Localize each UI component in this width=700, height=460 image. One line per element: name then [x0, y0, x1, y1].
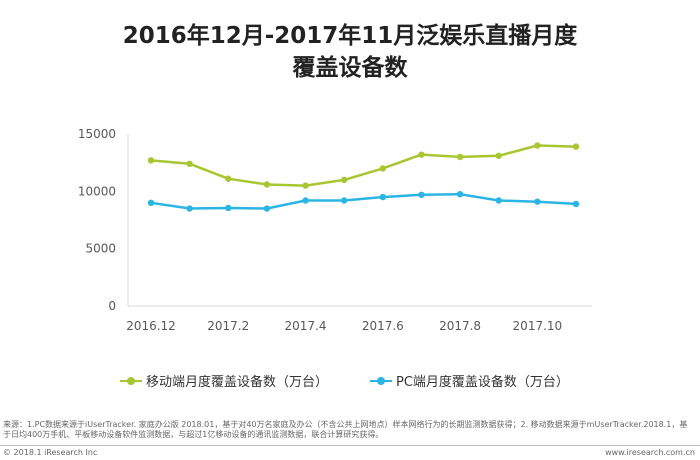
series-layer [147, 142, 580, 212]
data-point [456, 153, 464, 161]
data-point [147, 157, 155, 164]
chart-title-line-1: 2016年12月-2017年11月泛娱乐直播月度 [122, 23, 578, 49]
y-axis-tick-labels: 0 5000 10000 15000 [78, 127, 116, 313]
copyright-text: © 2018.1 iResearch Inc [3, 448, 98, 457]
legend-label-mobile: 移动端月度覆盖设备数（万台） [146, 375, 329, 390]
source-note: 来源：1.PC数据来源于iUserTracker. 家庭办公版 2018.01，… [3, 420, 688, 439]
data-point [225, 204, 232, 212]
data-point [263, 181, 271, 188]
chart-axes [127, 134, 592, 307]
data-point [456, 191, 464, 198]
data-point [302, 197, 309, 204]
legend-label-pc: PC端月度覆盖设备数（万台） [396, 375, 569, 390]
series-line [150, 144, 577, 187]
data-point [495, 197, 502, 204]
y-tick-label: 15000 [78, 127, 116, 141]
footer-divider [0, 445, 700, 446]
data-point [340, 197, 348, 204]
chart-title-line-2: 覆盖设备数 [292, 55, 408, 81]
data-point [534, 198, 541, 205]
data-point [186, 160, 193, 168]
chart-title: 2016年12月-2017年11月泛娱乐直播月度 覆盖设备数 [0, 20, 700, 84]
data-point [418, 151, 425, 158]
series-line [150, 192, 577, 210]
data-point [495, 152, 502, 159]
data-point [263, 205, 271, 212]
data-point [379, 165, 387, 172]
y-tick-label: 10000 [78, 184, 116, 198]
data-point [147, 199, 155, 206]
data-point [418, 191, 425, 198]
x-tick-label: 2017.2 [207, 319, 249, 333]
series-pc [147, 191, 580, 212]
line-chart: 0 5000 10000 15000 2016.12 2017.2 2017.4 2017.… [78, 127, 592, 333]
legend-item-mobile[interactable]: 移动端月度覆盖设备数（万台） [120, 371, 328, 390]
x-tick-label: 2017.10 [513, 319, 563, 333]
data-point [302, 182, 309, 189]
series-mobile [147, 142, 580, 189]
data-point [340, 176, 348, 184]
chart-legend: 移动端月度覆盖设备数（万台） PC端月度覆盖设备数（万台） [0, 371, 700, 390]
data-point [379, 193, 387, 201]
y-tick-label: 5000 [85, 242, 116, 256]
website-link[interactable]: www.iresearch.com.cn [605, 448, 695, 457]
x-tick-label: 2016.12 [126, 319, 176, 333]
legend-swatch-mobile [120, 375, 142, 387]
data-point [572, 200, 580, 208]
x-tick-label: 2017.8 [439, 319, 481, 333]
legend-item-pc[interactable]: PC端月度覆盖设备数（万台） [370, 371, 569, 390]
x-tick-label: 2017.6 [362, 319, 404, 333]
y-tick-label: 0 [108, 299, 116, 313]
data-point [572, 143, 580, 150]
x-tick-label: 2017.4 [285, 319, 327, 333]
data-point [186, 205, 193, 212]
data-point [225, 175, 232, 182]
x-axis-tick-labels: 2016.12 2017.2 2017.4 2017.6 2017.8 2017.10 [126, 319, 562, 333]
legend-swatch-pc [370, 375, 392, 387]
data-point [534, 142, 541, 149]
